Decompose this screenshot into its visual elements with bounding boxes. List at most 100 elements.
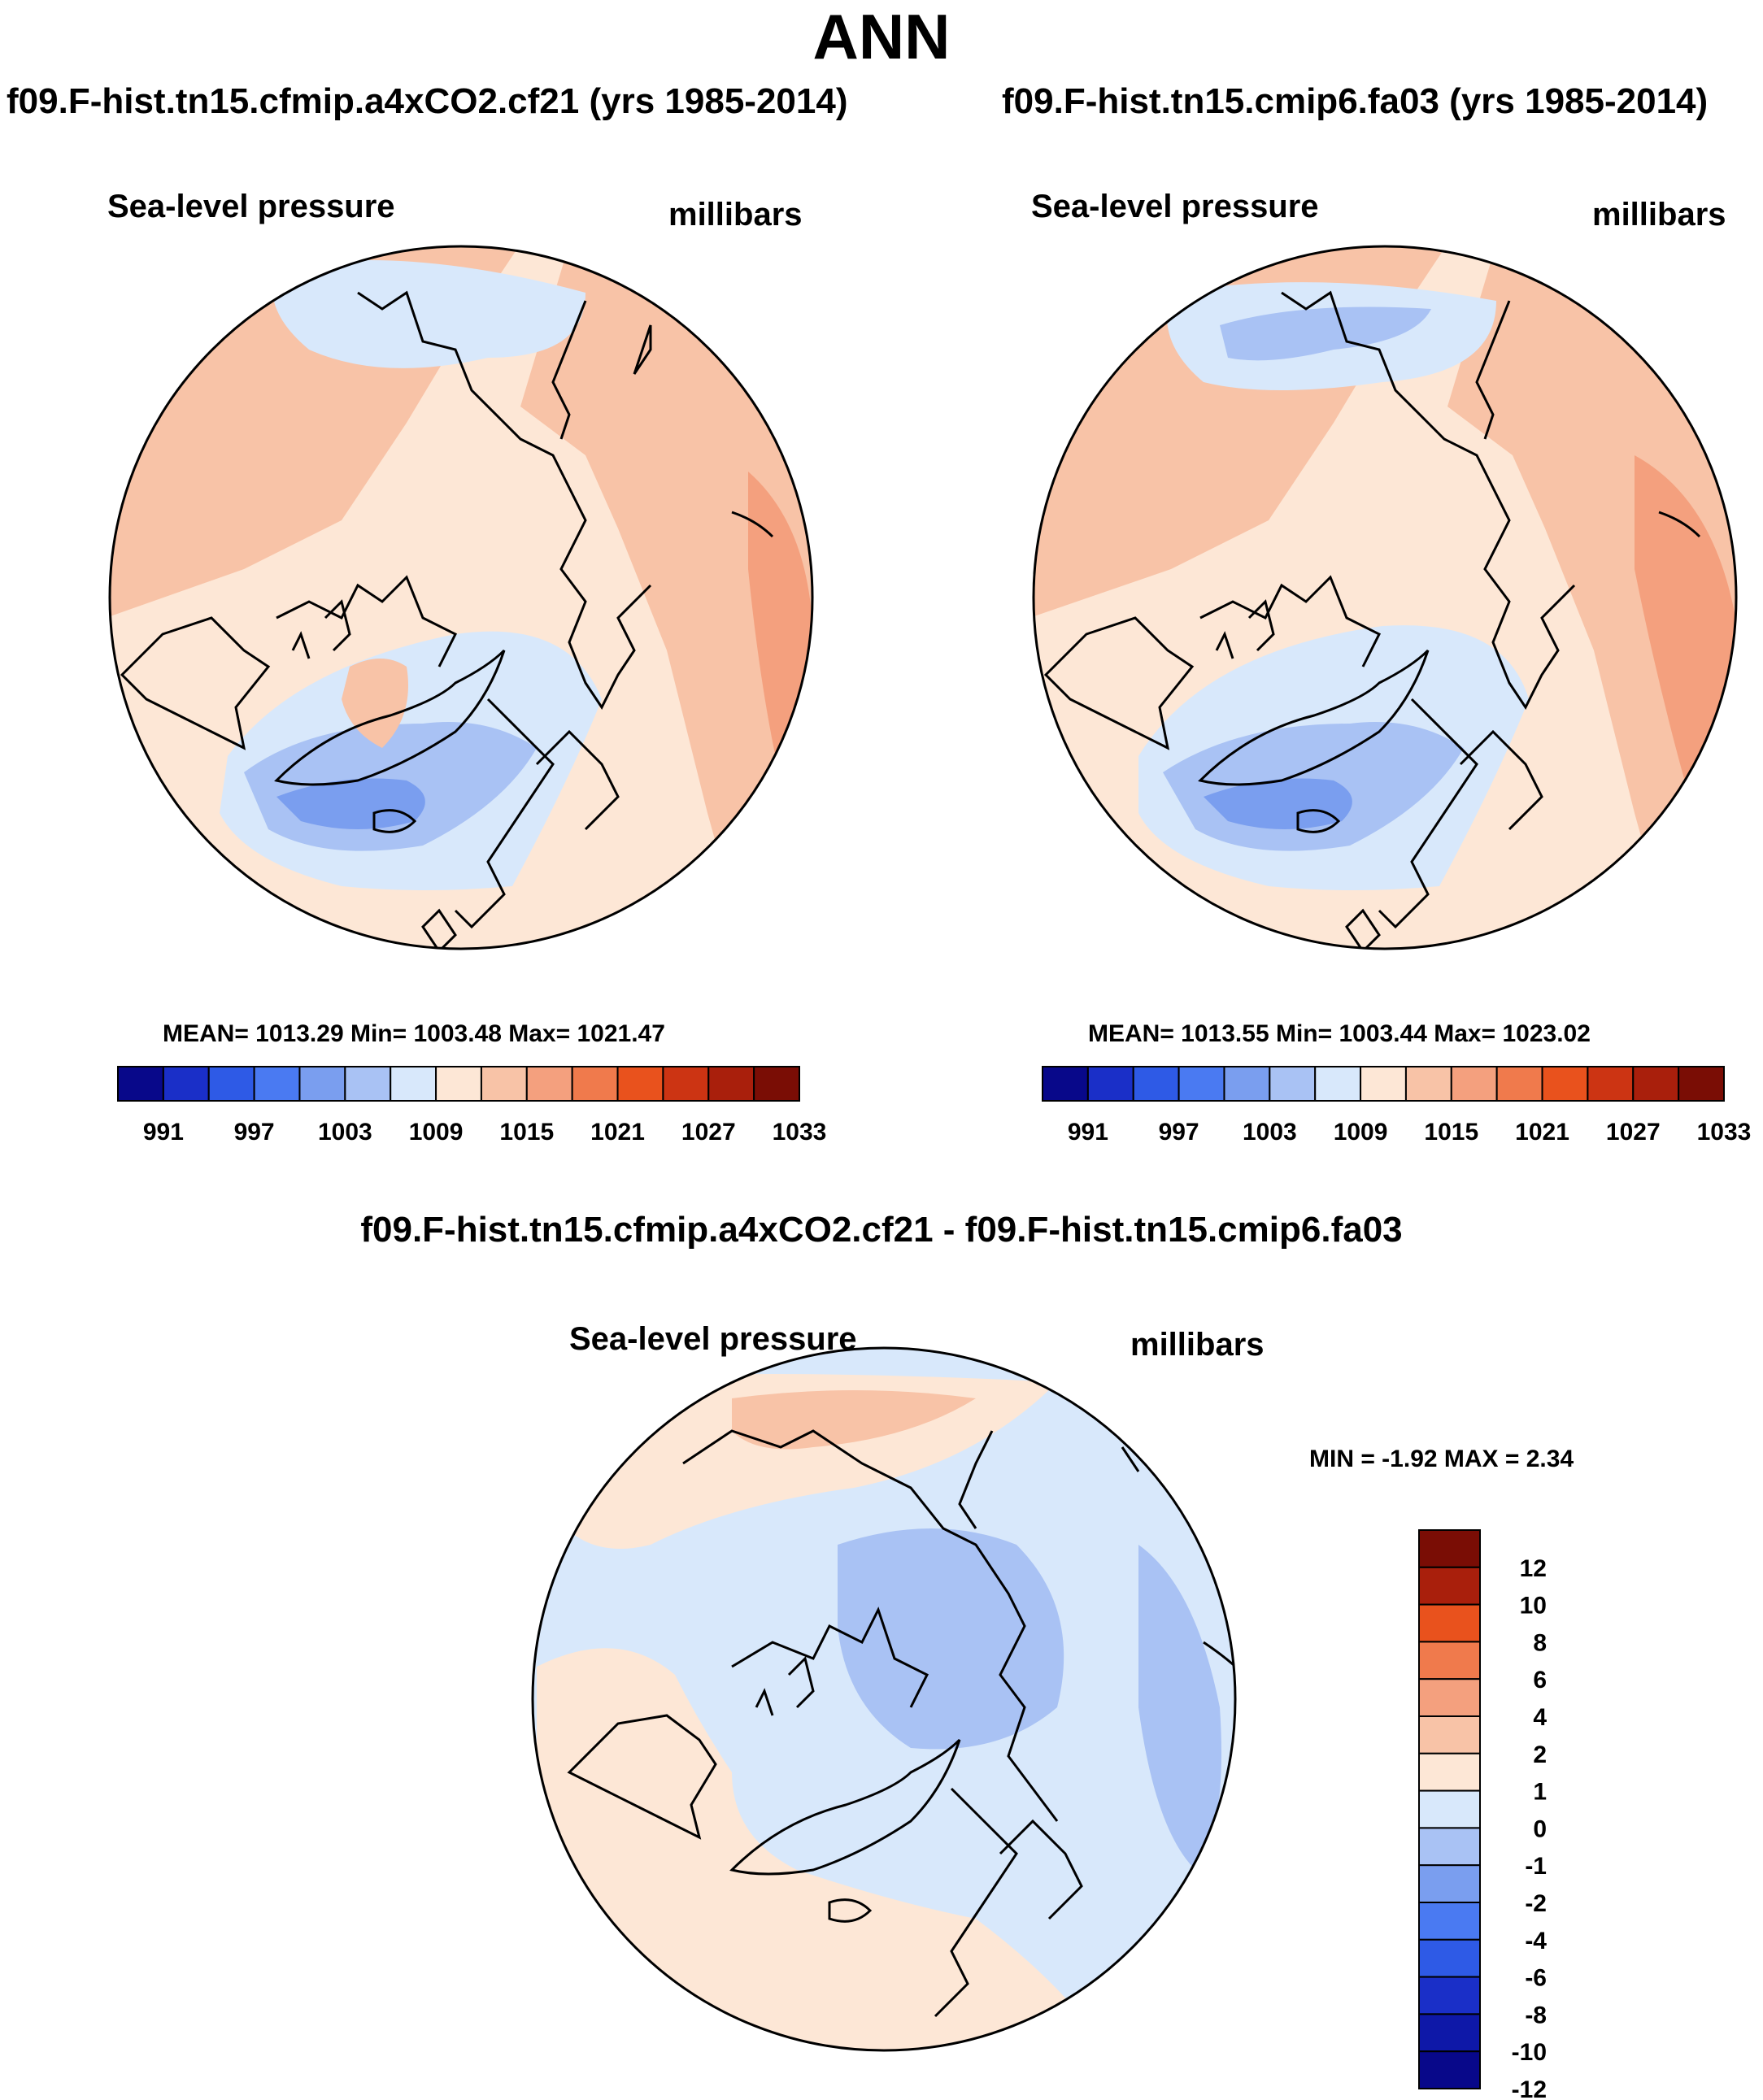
- diff-stats: MIN = -1.92 MAX = 2.34: [1309, 1446, 1574, 1472]
- diff-map-pos-north-2: [732, 1390, 976, 1450]
- diff-units-label: millibars: [1130, 1327, 1265, 1363]
- right-map-low-iceland: [1204, 778, 1352, 829]
- difference-title: f09.F-hist.tn15.cfmip.a4xCO2.cf21 - f09.…: [360, 1210, 1403, 1250]
- colorbar-swatch: [298, 1066, 346, 1102]
- colorbar-tick-label: 6: [1533, 1667, 1547, 1693]
- colorbar-tick-label: 1015: [1424, 1119, 1478, 1146]
- colorbar-swatch: [1418, 2050, 1481, 2089]
- colorbar-tick-label: -6: [1525, 1965, 1547, 1992]
- colorbar-swatch: [1404, 1066, 1452, 1102]
- colorbar-swatch: [1450, 1066, 1498, 1102]
- right-map-boundary: [1032, 245, 1738, 950]
- colorbar-swatch: [1042, 1066, 1089, 1102]
- left-map-boundary: [108, 245, 814, 950]
- right-polar-map: [1034, 246, 1736, 949]
- colorbar-swatch: [1223, 1066, 1271, 1102]
- right-case-title: f09.F-hist.tn15.cmip6.fa03 (yrs 1985-201…: [1002, 81, 1709, 121]
- colorbar-swatch: [753, 1066, 801, 1102]
- colorbar-swatch: [1418, 1902, 1481, 1941]
- colorbar-swatch: [1418, 2013, 1481, 2053]
- right-colorbar: 991 997 1003 1009 1015 1021 1027 1033: [1042, 1066, 1752, 1146]
- colorbar-tick-label: 8: [1533, 1629, 1547, 1656]
- colorbar-swatch: [1495, 1066, 1543, 1102]
- left-map-pos-east: [520, 246, 812, 949]
- colorbar-swatch: [1418, 1827, 1481, 1867]
- colorbar-swatch: [1678, 1066, 1725, 1102]
- colorbar-tick-label: 1021: [1515, 1119, 1569, 1146]
- colorbar-swatch: [525, 1066, 573, 1102]
- colorbar-tick-label: 997: [234, 1119, 275, 1146]
- colorbar-tick-label: 10: [1520, 1593, 1547, 1620]
- colorbar-swatch: [1086, 1066, 1134, 1102]
- colorbar-swatch: [1418, 1715, 1481, 1754]
- colorbar-tick-label: -8: [1525, 2002, 1547, 2028]
- colorbar-tick-label: 1033: [1697, 1119, 1752, 1146]
- colorbar-swatch: [207, 1066, 255, 1102]
- colorbar-swatch: [1541, 1066, 1589, 1102]
- colorbar-swatch: [1418, 1938, 1481, 1978]
- colorbar-tick-label: 12: [1520, 1555, 1547, 1582]
- colorbar-tick-label: -12: [1512, 2076, 1547, 2100]
- colorbar-tick-label: 4: [1533, 1704, 1547, 1731]
- right-coastlines: [1043, 290, 1701, 949]
- colorbar-swatch: [1178, 1066, 1225, 1102]
- colorbar-tick-label: 1003: [1243, 1119, 1297, 1146]
- colorbar-tick-label: 1027: [1606, 1119, 1661, 1146]
- colorbar-swatch: [1418, 1529, 1481, 1568]
- colorbar-tick-label: -2: [1525, 1890, 1547, 1917]
- colorbar-swatch: [253, 1066, 301, 1102]
- diff-map-neg-arctic: [838, 1528, 1064, 1750]
- left-stats: MEAN= 1013.29 Min= 1003.48 Max= 1021.47: [163, 1020, 665, 1047]
- colorbar-tick-label: 1015: [499, 1119, 554, 1146]
- colorbar-tick-label: 1009: [409, 1119, 464, 1146]
- colorbar-tick-label: 1021: [590, 1119, 645, 1146]
- colorbar-swatch: [1418, 1752, 1481, 1792]
- diff-coastlines: [567, 1429, 1235, 2018]
- right-stats: MEAN= 1013.55 Min= 1003.44 Max= 1023.02: [1088, 1020, 1591, 1047]
- diff-map-pos-south: [537, 1648, 1082, 2050]
- colorbar-swatch: [480, 1066, 528, 1102]
- left-units-label: millibars: [668, 197, 803, 233]
- colorbar-swatch: [1418, 1603, 1481, 1643]
- colorbar-swatch: [1418, 1641, 1481, 1680]
- left-colorbar: 991 997 1003 1009 1015 1021 1027 1033: [117, 1066, 826, 1146]
- colorbar-tick-label: 997: [1159, 1119, 1199, 1146]
- right-map-low-pacific-2: [1220, 307, 1431, 361]
- colorbar-swatch: [435, 1066, 482, 1102]
- colorbar-tick-label: -10: [1512, 2039, 1547, 2066]
- colorbar-tick-label: 1003: [318, 1119, 372, 1146]
- colorbar-tick-label: 991: [1068, 1119, 1108, 1146]
- right-variable-label: Sea-level pressure: [1031, 189, 1319, 224]
- left-polar-map: [110, 246, 812, 949]
- left-coastlines: [120, 290, 774, 949]
- colorbar-swatch: [390, 1066, 437, 1102]
- diff-map-neg-pacific: [1138, 1545, 1221, 1870]
- colorbar-swatch: [616, 1066, 664, 1102]
- colorbar-swatch: [1418, 1566, 1481, 1606]
- colorbar-swatch: [344, 1066, 392, 1102]
- colorbar-swatch: [1418, 1864, 1481, 1903]
- colorbar-tick-label: 991: [143, 1119, 184, 1146]
- left-case-title: f09.F-hist.tn15.cfmip.a4xCO2.cf21 (yrs 1…: [7, 81, 848, 121]
- figure-title: ANN: [812, 1, 951, 72]
- left-variable-label: Sea-level pressure: [107, 189, 395, 224]
- colorbar-swatch: [1587, 1066, 1635, 1102]
- colorbar-swatch: [1632, 1066, 1680, 1102]
- colorbar-swatch: [1418, 1976, 1481, 2015]
- colorbar-tick-label: 0: [1533, 1815, 1547, 1842]
- colorbar-swatch: [1418, 1789, 1481, 1829]
- diff-polar-map: [533, 1348, 1235, 2050]
- left-map-low-iceland: [276, 778, 425, 829]
- right-units-label: millibars: [1592, 197, 1726, 233]
- colorbar-tick-label: 1027: [681, 1119, 736, 1146]
- colorbar-tick-label: 2: [1533, 1741, 1547, 1768]
- colorbar-swatch: [707, 1066, 755, 1102]
- colorbar-tick-label: 1009: [1334, 1119, 1388, 1146]
- colorbar-swatch: [662, 1066, 710, 1102]
- colorbar-tick-label: -4: [1525, 1928, 1547, 1954]
- colorbar-tick-label: -1: [1525, 1853, 1547, 1880]
- colorbar-swatch: [117, 1066, 164, 1102]
- colorbar-swatch: [571, 1066, 619, 1102]
